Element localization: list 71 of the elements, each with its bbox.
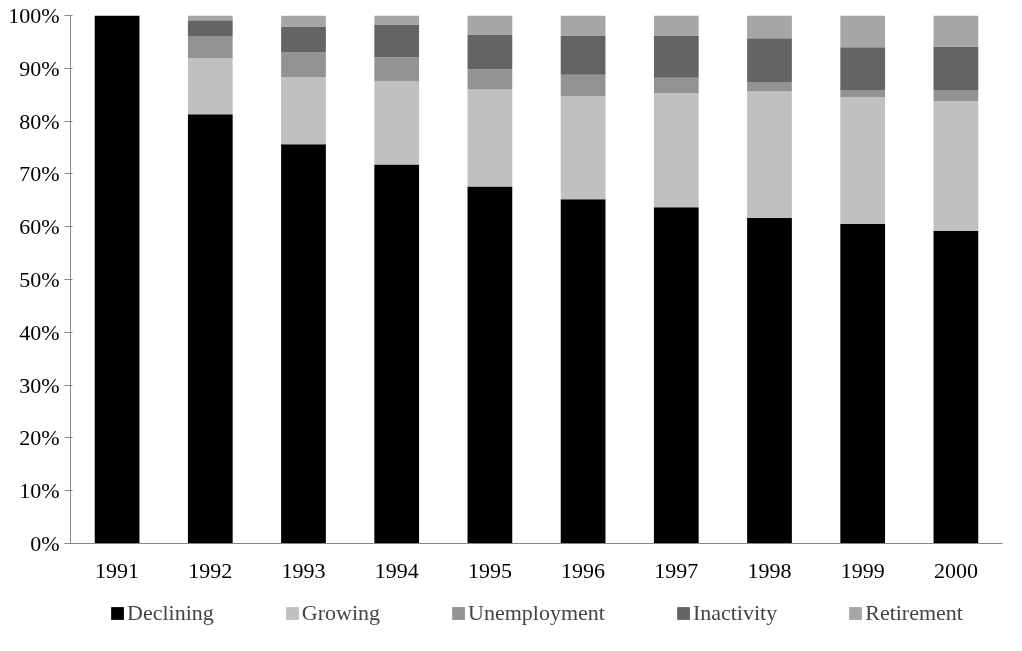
bar xyxy=(653,77,699,94)
y-tick-label: 10% xyxy=(19,478,60,504)
bar xyxy=(933,230,979,544)
bar xyxy=(281,26,326,53)
x-tick-label: 2000 xyxy=(933,557,978,583)
bar xyxy=(747,82,792,92)
bar xyxy=(653,15,699,37)
legend-label: Growing xyxy=(301,599,381,626)
y-tick-label: 30% xyxy=(19,372,60,398)
legend-label: Inactivity xyxy=(692,599,778,626)
bar xyxy=(281,77,326,145)
bar xyxy=(281,15,326,27)
y-tick-label: 50% xyxy=(19,267,60,292)
bar xyxy=(467,15,513,36)
legend-label: Retirement xyxy=(865,599,963,626)
bar xyxy=(560,96,606,200)
bar xyxy=(560,199,606,544)
bar xyxy=(374,164,420,544)
legend-label: Declining xyxy=(127,599,214,626)
bar xyxy=(374,15,420,25)
bar xyxy=(840,89,886,98)
bar xyxy=(840,224,886,544)
bar xyxy=(467,35,513,70)
bar xyxy=(747,15,792,39)
x-tick-label: 1993 xyxy=(281,557,326,583)
bar xyxy=(747,217,792,544)
x-tick-label: 1999 xyxy=(840,557,885,583)
bar xyxy=(467,186,513,544)
y-tick-label: 90% xyxy=(19,55,60,81)
x-tick-label: 1998 xyxy=(747,557,792,583)
bar xyxy=(374,80,420,165)
y-tick-label: 100% xyxy=(8,3,60,28)
bar xyxy=(933,89,979,102)
y-tick-label: 20% xyxy=(19,425,60,451)
bar xyxy=(933,101,979,231)
y-tick-label: 0% xyxy=(30,531,60,556)
bar xyxy=(187,114,233,544)
x-tick-label: 1994 xyxy=(374,557,419,583)
bar xyxy=(747,91,792,218)
bar xyxy=(467,69,513,90)
bar xyxy=(187,20,233,37)
bar xyxy=(374,57,420,81)
bar xyxy=(747,38,792,83)
bar xyxy=(467,89,513,187)
y-tick-label: 70% xyxy=(19,161,60,187)
bar xyxy=(281,52,326,78)
bar xyxy=(840,97,886,225)
bar xyxy=(653,36,699,78)
bar xyxy=(653,93,699,208)
bar xyxy=(560,35,606,75)
x-tick-label: 1992 xyxy=(188,557,233,583)
legend-label: Unemployment xyxy=(468,599,605,626)
bar xyxy=(840,47,886,90)
bar xyxy=(281,144,326,544)
x-tick-label: 1997 xyxy=(654,557,699,583)
y-tick-label: 40% xyxy=(19,319,60,345)
bar xyxy=(653,207,699,544)
bar xyxy=(933,15,979,47)
bar xyxy=(187,36,233,59)
y-tick-label: 80% xyxy=(19,108,60,134)
bar xyxy=(840,15,886,48)
bar xyxy=(933,46,979,90)
bar xyxy=(560,15,606,36)
x-tick-label: 1996 xyxy=(561,557,606,583)
bar xyxy=(374,25,420,58)
bar xyxy=(94,15,140,544)
y-tick-label: 60% xyxy=(19,214,60,240)
bar xyxy=(560,74,606,97)
x-tick-label: 1995 xyxy=(467,557,512,583)
bar xyxy=(187,58,233,115)
x-tick-label: 1991 xyxy=(95,557,140,583)
